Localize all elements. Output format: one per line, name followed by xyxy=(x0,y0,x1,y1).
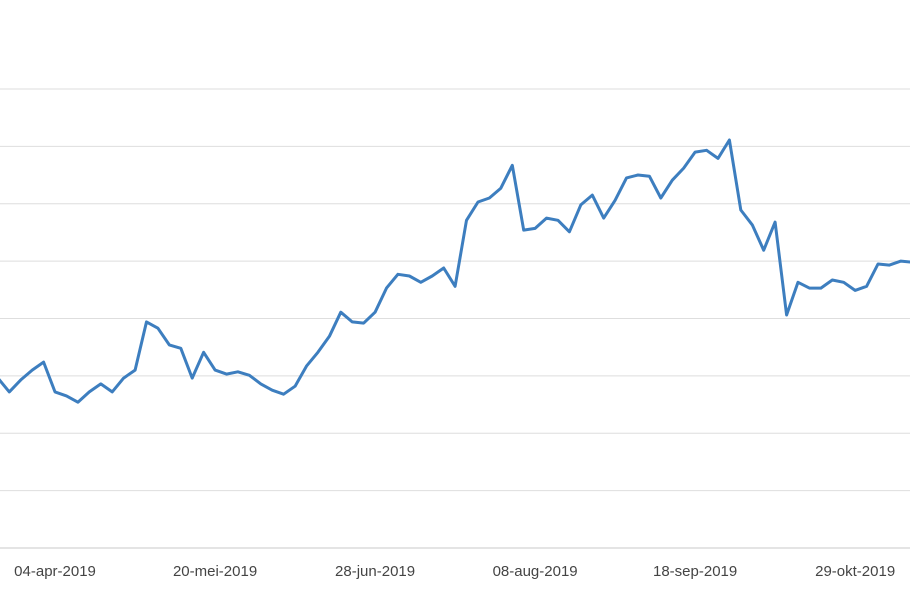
x-tick-label: 08-aug-2019 xyxy=(493,563,578,580)
x-tick-label: 29-okt-2019 xyxy=(815,563,895,580)
x-tick-label: 28-jun-2019 xyxy=(335,563,415,580)
x-tick-label: 04-apr-2019 xyxy=(14,563,96,580)
x-tick-label: 18-sep-2019 xyxy=(653,563,737,580)
x-tick-label: 20-mei-2019 xyxy=(173,563,257,580)
line xyxy=(0,138,910,404)
